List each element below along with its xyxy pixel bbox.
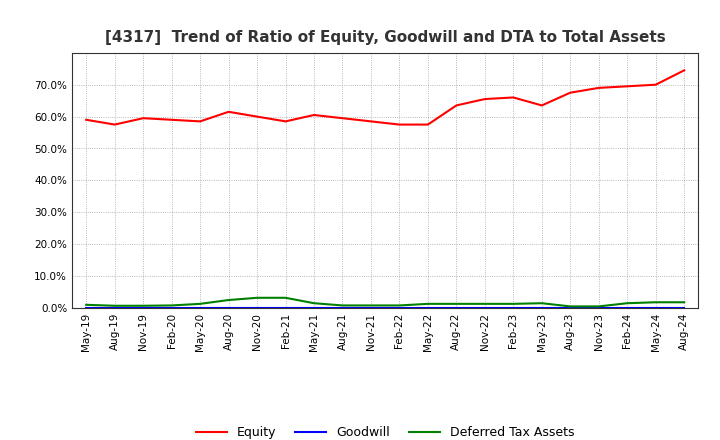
Equity: [480, 96, 489, 102]
Deferred Tax Assets: [423, 301, 432, 307]
Deferred Tax Assets: [139, 303, 148, 308]
Deferred Tax Assets: [595, 304, 603, 309]
Deferred Tax Assets: [167, 303, 176, 308]
Goodwill: [452, 305, 461, 311]
Equity: [652, 82, 660, 87]
Deferred Tax Assets: [82, 302, 91, 308]
Line: Equity: Equity: [86, 70, 684, 125]
Equity: [566, 90, 575, 95]
Equity: [366, 119, 375, 124]
Goodwill: [366, 305, 375, 311]
Goodwill: [623, 305, 631, 311]
Goodwill: [423, 305, 432, 311]
Equity: [225, 109, 233, 114]
Goodwill: [196, 305, 204, 311]
Goodwill: [139, 305, 148, 311]
Deferred Tax Assets: [225, 297, 233, 303]
Equity: [310, 112, 318, 117]
Title: [4317]  Trend of Ratio of Equity, Goodwill and DTA to Total Assets: [4317] Trend of Ratio of Equity, Goodwil…: [105, 29, 665, 45]
Goodwill: [253, 305, 261, 311]
Equity: [423, 122, 432, 127]
Deferred Tax Assets: [652, 300, 660, 305]
Deferred Tax Assets: [566, 304, 575, 309]
Deferred Tax Assets: [480, 301, 489, 307]
Deferred Tax Assets: [282, 295, 290, 301]
Goodwill: [282, 305, 290, 311]
Goodwill: [595, 305, 603, 311]
Equity: [282, 119, 290, 124]
Deferred Tax Assets: [395, 303, 404, 308]
Deferred Tax Assets: [253, 295, 261, 301]
Goodwill: [566, 305, 575, 311]
Equity: [395, 122, 404, 127]
Deferred Tax Assets: [366, 303, 375, 308]
Equity: [167, 117, 176, 122]
Deferred Tax Assets: [452, 301, 461, 307]
Deferred Tax Assets: [310, 301, 318, 306]
Deferred Tax Assets: [623, 301, 631, 306]
Goodwill: [395, 305, 404, 311]
Goodwill: [652, 305, 660, 311]
Goodwill: [82, 305, 91, 311]
Goodwill: [480, 305, 489, 311]
Equity: [196, 119, 204, 124]
Deferred Tax Assets: [196, 301, 204, 307]
Goodwill: [167, 305, 176, 311]
Equity: [537, 103, 546, 108]
Equity: [595, 85, 603, 91]
Line: Deferred Tax Assets: Deferred Tax Assets: [86, 298, 684, 306]
Equity: [680, 68, 688, 73]
Goodwill: [537, 305, 546, 311]
Deferred Tax Assets: [509, 301, 518, 307]
Goodwill: [509, 305, 518, 311]
Goodwill: [110, 305, 119, 311]
Deferred Tax Assets: [680, 300, 688, 305]
Equity: [82, 117, 91, 122]
Equity: [509, 95, 518, 100]
Goodwill: [680, 305, 688, 311]
Legend: Equity, Goodwill, Deferred Tax Assets: Equity, Goodwill, Deferred Tax Assets: [191, 422, 580, 440]
Deferred Tax Assets: [338, 303, 347, 308]
Goodwill: [225, 305, 233, 311]
Deferred Tax Assets: [537, 301, 546, 306]
Goodwill: [338, 305, 347, 311]
Equity: [452, 103, 461, 108]
Equity: [253, 114, 261, 119]
Equity: [110, 122, 119, 127]
Equity: [139, 116, 148, 121]
Equity: [338, 116, 347, 121]
Deferred Tax Assets: [110, 303, 119, 308]
Equity: [623, 84, 631, 89]
Goodwill: [310, 305, 318, 311]
